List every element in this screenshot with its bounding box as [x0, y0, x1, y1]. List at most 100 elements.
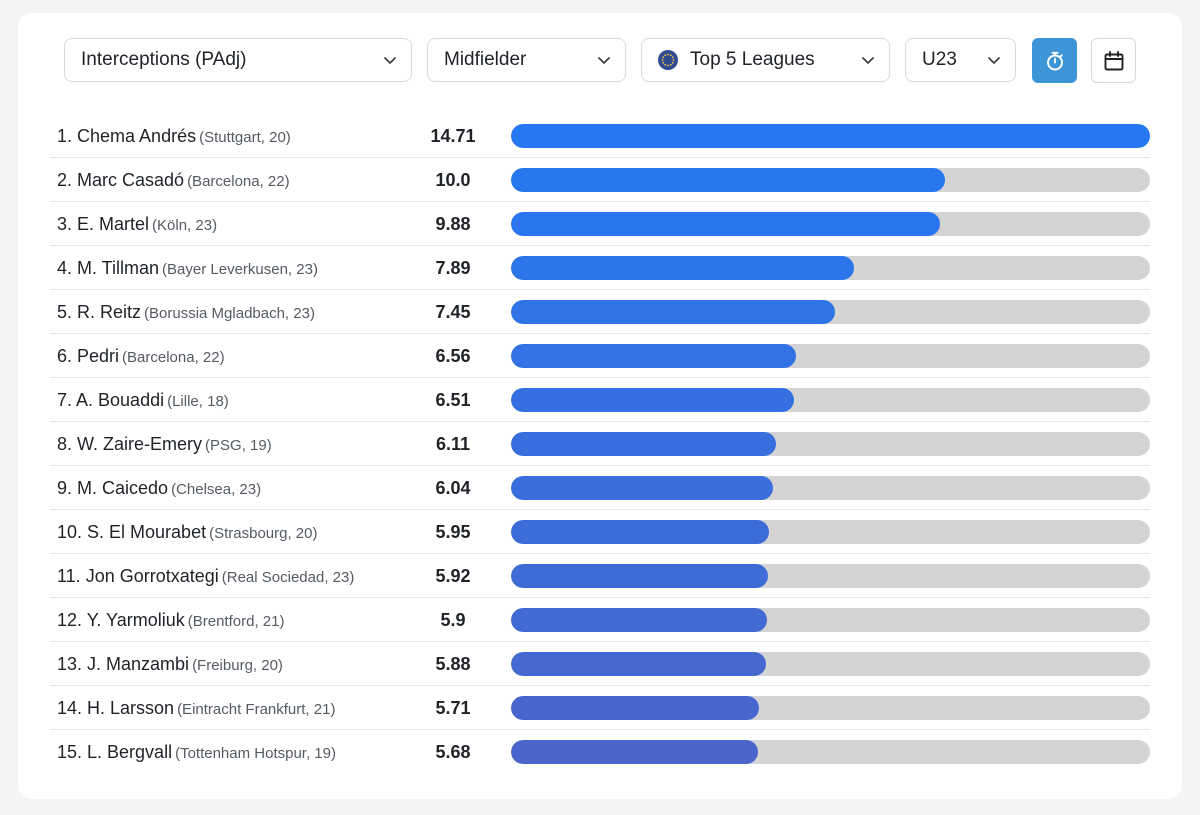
bar — [511, 212, 941, 236]
metric-dropdown-label: Interceptions (PAdj) — [81, 49, 247, 70]
calendar-icon — [1104, 50, 1123, 70]
bar — [511, 300, 835, 324]
bar — [511, 168, 946, 192]
player-ranking-list: 1. Chema Andrés (Stuttgart, 20) 14.71 2. Ma… — [50, 114, 1150, 774]
player-name: 11. Jon Gorrotxategi — [57, 566, 219, 586]
chevron-down-icon — [598, 57, 610, 64]
bar — [511, 652, 767, 676]
player-club-age: (Strasbourg, 20) — [209, 525, 318, 542]
table-row[interactable]: 7. A. Bouaddi (Lille, 18) 6.51 — [50, 378, 1150, 422]
league-dropdown[interactable]: Top 5 Leagues — [641, 38, 890, 82]
bar-track — [511, 168, 1150, 192]
player-label: 11. Jon Gorrotxategi (Real Sociedad, 23) — [57, 566, 354, 587]
player-label: 9. M. Caicedo (Chelsea, 23) — [57, 478, 261, 499]
player-label: 7. A. Bouaddi (Lille, 18) — [57, 390, 229, 411]
leaderboard-card: Interceptions (PAdj) Midfielder — [18, 13, 1182, 799]
bar — [511, 520, 770, 544]
table-row[interactable]: 11. Jon Gorrotxategi (Real Sociedad, 23) 5… — [50, 554, 1150, 598]
player-name: 15. L. Bergvall — [57, 742, 173, 762]
table-row[interactable]: 12. Y. Yarmoliuk (Brentford, 21) 5.9 — [50, 598, 1150, 642]
bar-track — [511, 212, 1150, 236]
position-dropdown[interactable]: Midfielder — [427, 38, 626, 82]
table-row[interactable]: 3. E. Martel (Köln, 23) 9.88 — [50, 202, 1150, 246]
player-club-age: (Barcelona, 22) — [122, 349, 225, 366]
bar — [511, 696, 760, 720]
filter-toolbar: Interceptions (PAdj) Midfielder — [18, 13, 1182, 113]
player-label: 6. Pedri (Barcelona, 22) — [57, 346, 225, 367]
bar-track — [511, 432, 1150, 456]
data-label: 7.45 — [435, 302, 471, 322]
calendar-button[interactable] — [1091, 38, 1136, 83]
player-label: 4. M. Tillman (Bayer Leverkusen, 23) — [57, 258, 318, 279]
data-label: 9.88 — [435, 214, 471, 234]
player-label: 10. S. El Mourabet (Strasbourg, 20) — [57, 522, 317, 543]
bar — [511, 344, 796, 368]
table-row[interactable]: 10. S. El Mourabet (Strasbourg, 20) 5.95 — [50, 510, 1150, 554]
data-label: 7.89 — [435, 258, 471, 278]
player-name: 14. H. Larsson — [57, 698, 175, 718]
table-row[interactable]: 9. M. Caicedo (Chelsea, 23) 6.04 — [50, 466, 1150, 510]
data-label: 5.88 — [435, 654, 471, 674]
table-row[interactable]: 4. M. Tillman (Bayer Leverkusen, 23) 7.89 — [50, 246, 1150, 290]
table-row[interactable]: 1. Chema Andrés (Stuttgart, 20) 14.71 — [50, 114, 1150, 158]
table-row[interactable]: 13. J. Manzambi (Freiburg, 20) 5.88 — [50, 642, 1150, 686]
chevron-down-icon — [384, 57, 396, 64]
chevron-down-icon — [988, 57, 1000, 64]
eu-flag-icon — [658, 50, 678, 70]
data-label: 6.56 — [435, 346, 471, 366]
bar — [511, 608, 768, 632]
player-label: 15. L. Bergvall (Tottenham Hotspur, 19) — [57, 742, 336, 763]
age-dropdown-label: U23 — [922, 49, 957, 70]
table-row[interactable]: 8. W. Zaire-Emery (PSG, 19) 6.11 — [50, 422, 1150, 466]
bar-track — [511, 652, 1150, 676]
bar — [511, 388, 794, 412]
player-label: 12. Y. Yarmoliuk (Brentford, 21) — [57, 610, 284, 631]
table-row[interactable]: 2. Marc Casadó (Barcelona, 22) 10.0 — [50, 158, 1150, 202]
bar — [511, 124, 1150, 148]
player-club-age: (Lille, 18) — [167, 393, 229, 410]
player-name: 3. E. Martel — [57, 214, 150, 234]
data-label: 6.51 — [435, 390, 471, 410]
bar-track — [511, 388, 1150, 412]
bar-track — [511, 564, 1150, 588]
player-club-age: (Köln, 23) — [152, 217, 218, 234]
bar-track — [511, 344, 1150, 368]
player-club-age: (Eintracht Frankfurt, 21) — [177, 701, 336, 718]
table-row[interactable]: 6. Pedri (Barcelona, 22) 6.56 — [50, 334, 1150, 378]
bar-track — [511, 608, 1150, 632]
table-row[interactable]: 15. L. Bergvall (Tottenham Hotspur, 19) 5.… — [50, 730, 1150, 774]
bar — [511, 564, 769, 588]
bar-track — [511, 740, 1150, 764]
metric-dropdown[interactable]: Interceptions (PAdj) — [64, 38, 412, 82]
player-label: 14. H. Larsson (Eintracht Frankfurt, 21) — [57, 698, 335, 719]
player-name: 4. M. Tillman — [57, 258, 160, 278]
league-dropdown-label: Top 5 Leagues — [690, 49, 815, 70]
player-label: 3. E. Martel (Köln, 23) — [57, 214, 217, 235]
per-90-timer-button[interactable] — [1032, 38, 1077, 83]
bar — [511, 476, 774, 500]
player-club-age: (Real Sociedad, 23) — [221, 569, 355, 586]
player-label: 2. Marc Casadó (Barcelona, 22) — [57, 170, 290, 191]
player-name: 5. R. Reitz — [57, 302, 142, 322]
bar-track — [511, 520, 1150, 544]
player-label: 5. R. Reitz (Borussia Mgladbach, 23) — [57, 302, 315, 323]
data-label: 5.68 — [435, 742, 471, 762]
bar — [511, 256, 854, 280]
player-label: 1. Chema Andrés (Stuttgart, 20) — [57, 126, 291, 147]
player-name: 8. W. Zaire-Emery — [57, 434, 203, 454]
table-row[interactable]: 5. R. Reitz (Borussia Mgladbach, 23) 7.45 — [50, 290, 1150, 334]
bar-track — [511, 476, 1150, 500]
data-label: 10.0 — [435, 170, 471, 190]
player-club-age: (Barcelona, 22) — [187, 173, 290, 190]
data-label: 14.71 — [430, 126, 476, 146]
player-name: 13. J. Manzambi — [57, 654, 190, 674]
age-dropdown[interactable]: U23 — [905, 38, 1016, 82]
player-club-age: (PSG, 19) — [205, 437, 272, 454]
bar-track — [511, 256, 1150, 280]
player-club-age: (Freiburg, 20) — [192, 657, 283, 674]
player-label: 13. J. Manzambi (Freiburg, 20) — [57, 654, 283, 675]
table-row[interactable]: 14. H. Larsson (Eintracht Frankfurt, 21) 5… — [50, 686, 1150, 730]
player-club-age: (Brentford, 21) — [187, 613, 285, 630]
player-label: 8. W. Zaire-Emery (PSG, 19) — [57, 434, 272, 455]
bar — [511, 432, 777, 456]
